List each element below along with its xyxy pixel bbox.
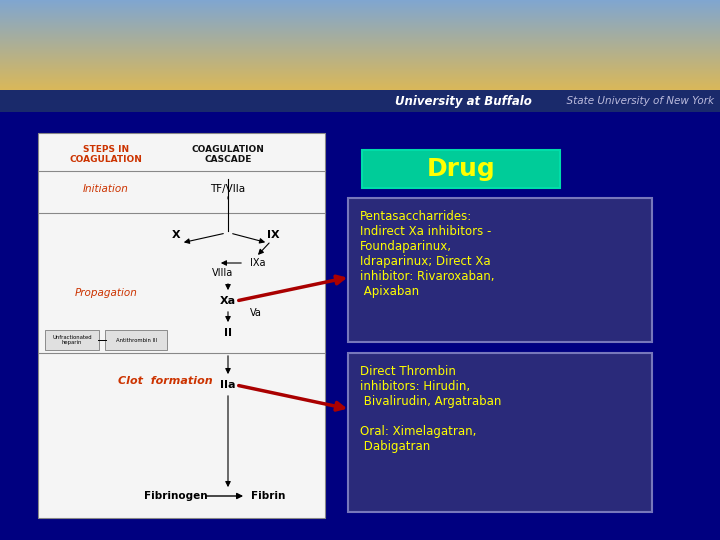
Bar <box>0 61 720 62</box>
Bar <box>0 30 720 31</box>
Bar <box>0 35 720 36</box>
Bar <box>0 25 720 26</box>
Text: IIa: IIa <box>220 380 235 390</box>
Text: Pentasaccharrides:
Indirect Xa inhibitors -
Foundaparinux,
Idraparinux; Direct X: Pentasaccharrides: Indirect Xa inhibitor… <box>360 210 495 298</box>
Bar <box>0 44 720 45</box>
Bar <box>0 38 720 39</box>
Bar <box>0 10 720 11</box>
Text: University at Buffalo: University at Buffalo <box>395 94 532 107</box>
Text: TF/VIIa: TF/VIIa <box>210 184 246 194</box>
Bar <box>0 26 720 27</box>
Bar <box>0 21 720 22</box>
Text: Direct Thrombin
inhibitors: Hirudin,
 Bivalirudin, Argatraban

Oral: Ximelagatra: Direct Thrombin inhibitors: Hirudin, Biv… <box>360 365 501 453</box>
Bar <box>0 74 720 75</box>
Bar <box>0 41 720 42</box>
Bar <box>0 85 720 86</box>
Bar <box>0 63 720 64</box>
Bar <box>0 14 720 15</box>
Bar <box>0 89 720 90</box>
Bar <box>0 52 720 53</box>
Text: Unfractionated
heparin: Unfractionated heparin <box>52 335 92 346</box>
Bar <box>0 24 720 25</box>
Bar <box>0 55 720 56</box>
Text: X: X <box>171 230 180 240</box>
Bar <box>0 69 720 70</box>
Bar <box>0 23 720 24</box>
FancyBboxPatch shape <box>362 150 560 188</box>
Text: Va: Va <box>250 308 262 318</box>
Bar <box>0 27 720 28</box>
Bar <box>0 45 720 46</box>
Bar <box>0 32 720 33</box>
Bar <box>0 78 720 79</box>
Text: II: II <box>224 328 232 338</box>
Bar <box>0 3 720 4</box>
Text: IXa: IXa <box>251 258 266 268</box>
FancyBboxPatch shape <box>38 133 325 518</box>
Bar <box>0 12 720 13</box>
Bar <box>0 2 720 3</box>
Text: Clot  formation: Clot formation <box>118 376 212 386</box>
Bar <box>0 5 720 6</box>
Text: VIIIa: VIIIa <box>212 268 233 278</box>
Bar <box>0 46 720 47</box>
Bar <box>0 57 720 58</box>
Bar <box>0 48 720 49</box>
Text: Propagation: Propagation <box>75 288 138 298</box>
Text: State University of New York: State University of New York <box>560 96 714 106</box>
FancyBboxPatch shape <box>0 90 720 112</box>
Bar <box>0 4 720 5</box>
Bar <box>0 64 720 65</box>
Bar <box>0 15 720 16</box>
Bar <box>0 81 720 82</box>
Bar <box>0 65 720 66</box>
Bar <box>0 37 720 38</box>
Bar <box>0 68 720 69</box>
Bar <box>0 73 720 74</box>
Bar <box>0 82 720 83</box>
Bar <box>0 33 720 34</box>
FancyBboxPatch shape <box>348 353 652 512</box>
Bar <box>0 60 720 61</box>
Bar <box>0 84 720 85</box>
Bar <box>0 67 720 68</box>
Text: COAGULATION
CASCADE: COAGULATION CASCADE <box>192 145 264 164</box>
Text: Xa: Xa <box>220 296 236 306</box>
Bar <box>0 6 720 7</box>
Text: Drug: Drug <box>427 157 495 181</box>
Bar <box>0 83 720 84</box>
Bar <box>0 9 720 10</box>
Bar <box>0 77 720 78</box>
Text: Fibrin: Fibrin <box>251 491 285 501</box>
Bar <box>0 19 720 20</box>
Bar <box>0 62 720 63</box>
Bar <box>0 34 720 35</box>
Bar <box>0 47 720 48</box>
Bar <box>0 7 720 8</box>
Bar <box>0 29 720 30</box>
Bar <box>0 1 720 2</box>
FancyBboxPatch shape <box>348 198 652 342</box>
Bar <box>0 40 720 41</box>
Bar <box>0 31 720 32</box>
Bar <box>0 49 720 50</box>
Bar <box>0 88 720 89</box>
Text: IX: IX <box>266 230 279 240</box>
Bar <box>0 42 720 43</box>
Text: Initiation: Initiation <box>83 184 129 194</box>
Bar <box>0 86 720 87</box>
Text: Antithrombin III: Antithrombin III <box>115 338 156 342</box>
Bar <box>0 56 720 57</box>
Bar <box>0 70 720 71</box>
Bar <box>0 80 720 81</box>
Bar <box>0 8 720 9</box>
Bar <box>0 50 720 51</box>
FancyBboxPatch shape <box>105 330 167 350</box>
Bar <box>0 11 720 12</box>
Bar <box>0 39 720 40</box>
Text: STEPS IN
COAGULATION: STEPS IN COAGULATION <box>70 145 143 164</box>
Bar <box>0 53 720 54</box>
Bar <box>0 87 720 88</box>
Bar <box>0 59 720 60</box>
